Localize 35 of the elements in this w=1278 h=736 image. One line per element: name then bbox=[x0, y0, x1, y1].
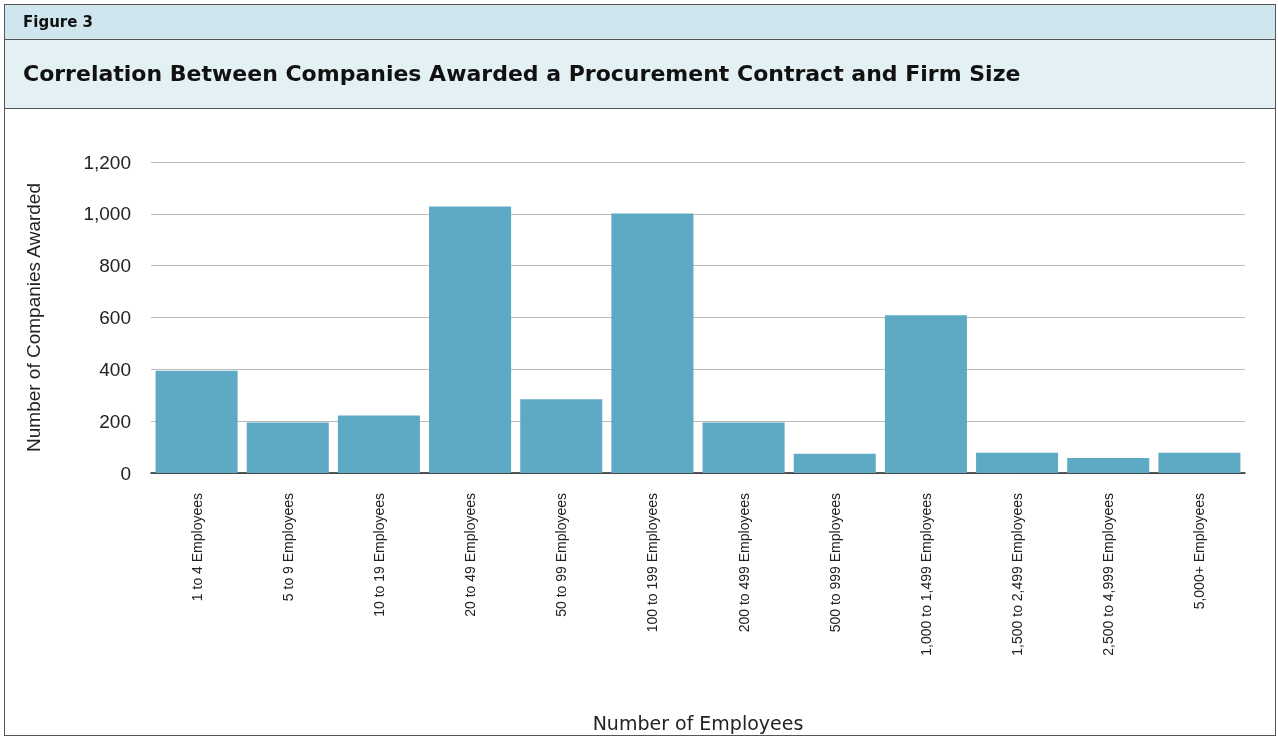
bar bbox=[337, 415, 420, 473]
bar bbox=[611, 213, 694, 473]
x-tick-label: 10 to 19 Employees bbox=[370, 493, 387, 617]
bar bbox=[1158, 452, 1241, 473]
y-tick-label: 400 bbox=[99, 358, 131, 380]
bar bbox=[884, 315, 967, 473]
y-tick-label: 200 bbox=[99, 410, 131, 432]
x-tick-label: 200 to 499 Employees bbox=[735, 493, 752, 633]
bar bbox=[976, 452, 1059, 473]
caption: Figure 3 bbox=[5, 5, 1275, 40]
y-axis-title: Number of Companies Awarded bbox=[23, 183, 44, 452]
bar bbox=[702, 422, 785, 473]
x-axis-title: Number of Employees bbox=[592, 711, 804, 734]
x-tick-label: 1,000 to 1,499 Employees bbox=[917, 493, 934, 656]
bar bbox=[520, 399, 603, 473]
bar bbox=[1067, 457, 1150, 473]
x-tick-label: 500 to 999 Employees bbox=[826, 493, 843, 633]
bar bbox=[155, 370, 238, 473]
bar bbox=[793, 453, 876, 473]
bar bbox=[429, 206, 512, 473]
x-tick-label: 2,500 to 4,999 Employees bbox=[1100, 493, 1117, 656]
y-tick-label: 1,000 bbox=[83, 203, 131, 225]
x-tick-label: 1,500 to 2,499 Employees bbox=[1009, 493, 1026, 656]
y-tick-label: 600 bbox=[99, 307, 131, 328]
x-tick-label: 1 to 4 Employees bbox=[188, 493, 205, 602]
x-tick-label: 20 to 49 Employees bbox=[462, 493, 479, 617]
x-tick-label: 50 to 99 Employees bbox=[553, 493, 570, 617]
x-tick-label: 5 to 9 Employees bbox=[279, 493, 296, 602]
chart-title: Correlation Between Companies Awarded a Procurement Contract and Firm Size bbox=[5, 40, 1275, 109]
y-tick-label: 1,200 bbox=[83, 151, 131, 173]
y-tick-label: 800 bbox=[99, 255, 131, 277]
y-tick-label: 0 bbox=[120, 462, 131, 484]
x-tick-label: 100 to 199 Employees bbox=[644, 493, 661, 633]
x-tick-label: 5,000+ Employees bbox=[1191, 493, 1208, 610]
bar bbox=[246, 422, 329, 473]
